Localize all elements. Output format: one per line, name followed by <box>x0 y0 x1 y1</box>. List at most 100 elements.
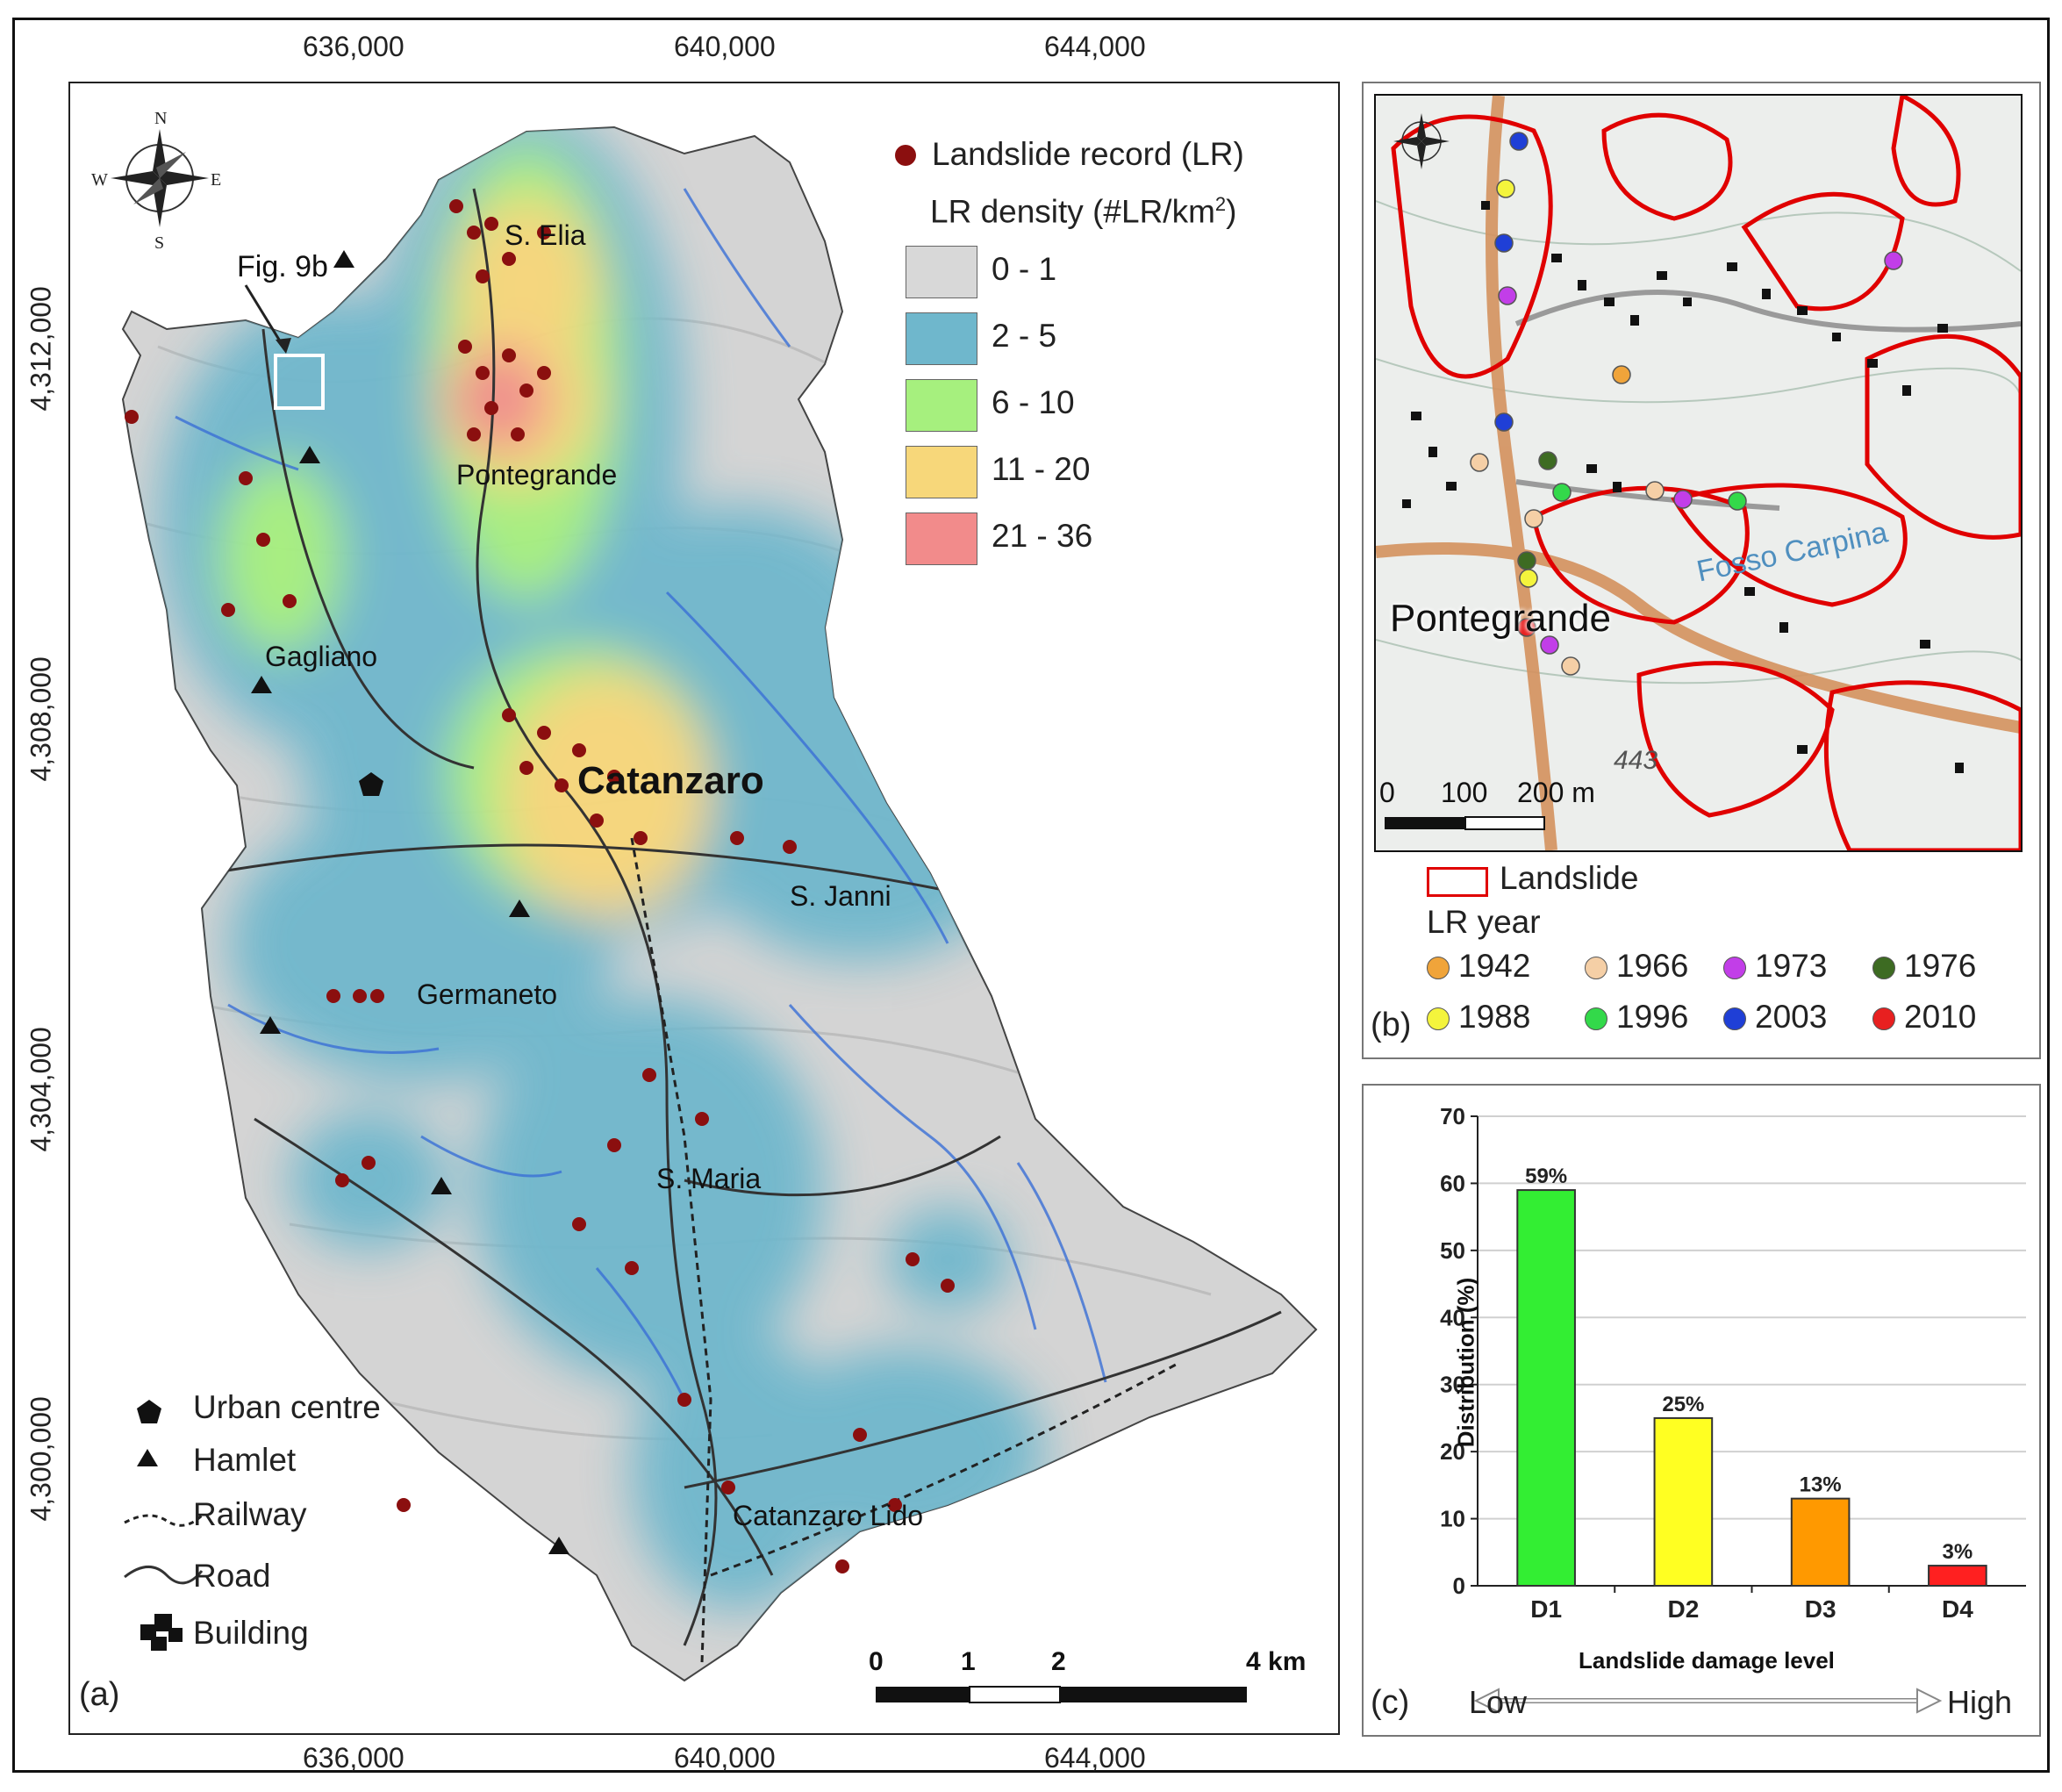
density-class-1: 2 - 5 <box>906 312 1257 367</box>
inset-compass-icon <box>1393 113 1450 169</box>
inset-scale-100: 100 <box>1441 777 1488 808</box>
data-label-D1: 59% <box>1525 1165 1567 1188</box>
density-label: 2 - 5 <box>992 318 1057 354</box>
lr-year-label: 1976 <box>1904 948 1977 984</box>
inset-place-pontegrande: Pontegrande <box>1390 597 1611 640</box>
hamlet-markers <box>251 250 569 1554</box>
callout-fig9b: Fig. 9b <box>237 250 328 283</box>
ytick-label-70: 70 <box>1440 1103 1465 1129</box>
svg-text:S: S <box>154 233 164 253</box>
landslide-polygons <box>1391 96 2021 850</box>
inset-scale-0: 0 <box>1379 777 1395 808</box>
panel-c-letter: (c) <box>1371 1684 1410 1721</box>
data-label-D4: 3% <box>1943 1540 1973 1564</box>
category-label-D1: D1 <box>1530 1595 1562 1623</box>
place-germaneto: Germaneto <box>417 978 558 1010</box>
y-tick-4304000: 4,304,000 <box>25 1027 57 1152</box>
ytick-label-60: 60 <box>1440 1170 1465 1196</box>
density-swatch <box>906 446 977 498</box>
lr-year-item-1973: 1973 <box>1723 948 1872 992</box>
y-tick-4308000: 4,308,000 <box>25 656 57 782</box>
lr-year-item-2010: 2010 <box>1872 999 2022 1043</box>
density-class-4: 21 - 36 <box>906 513 1257 567</box>
legend-railway-label: Railway <box>193 1496 307 1532</box>
ytick-label-40: 40 <box>1440 1304 1465 1330</box>
panel-b-inset-map: Pontegrande Fosso Carpina 443 0 100 200 … <box>1362 82 2041 1059</box>
inset-scale-bar <box>1385 816 1545 830</box>
panel-b-letter: (b) <box>1371 1007 1412 1043</box>
density-label: 6 - 10 <box>992 384 1075 420</box>
legend-record-label: Landslide record (LR) <box>932 136 1244 172</box>
density-class-2: 6 - 10 <box>906 379 1257 434</box>
chart-ylabel: Distribution (%) <box>1452 1277 1479 1448</box>
inset-map-canvas <box>1374 94 2023 852</box>
urban-centre-marker <box>359 772 383 796</box>
low-high-arrow <box>1473 1688 1943 1714</box>
lr-year-label: 1966 <box>1616 948 1689 984</box>
legend-landslide-label: Landslide <box>1500 860 1639 896</box>
density-label: 21 - 36 <box>992 518 1093 554</box>
roads <box>210 188 1282 1646</box>
bar-D2 <box>1653 1416 1714 1587</box>
legend-density-title: LR density (#LR/km2) <box>930 193 1237 230</box>
map-canvas: N S E W <box>91 109 1318 1703</box>
place-s-maria: S. Maria <box>656 1163 762 1194</box>
place-catanzaro-lido: Catanzaro Lido <box>733 1500 924 1531</box>
density-swatch <box>906 379 977 432</box>
ytick-label-10: 10 <box>1440 1506 1465 1532</box>
x-tick-bottom-644000: 644,000 <box>1044 1742 1146 1774</box>
place-s-janni: S. Janni <box>790 880 891 912</box>
scale-label-4km: 4 km <box>1246 1647 1307 1676</box>
density-class-3: 11 - 20 <box>906 446 1257 500</box>
inset-buildings <box>1402 201 1964 773</box>
landslide-density-map: N S E W S. Elia Pontegrande Gagliano Cat… <box>68 82 1340 1735</box>
ytick-label-0: 0 <box>1453 1573 1465 1599</box>
figure-frame <box>12 18 2050 1773</box>
lr-year-item-2003: 2003 <box>1723 999 1872 1043</box>
panel-c-damage-chart: 0 10 20 30 40 50 60 70 59% D1 25% D2 13% D3 3% D4 Dist… <box>1362 1084 2041 1737</box>
fig9b-arrowhead <box>276 338 291 354</box>
lr-year-item-1942: 1942 <box>1427 948 1576 992</box>
chart-xlabel: Landslide damage level <box>1579 1647 1835 1674</box>
chart-high-label: High <box>1947 1684 2013 1720</box>
place-s-elia: S. Elia <box>505 219 586 251</box>
lr-year-label: 1973 <box>1755 948 1828 984</box>
lr-year-legend: 1942 1966 1973 1976 1988 1996 2003 2010 <box>1372 948 2039 1044</box>
density-swatch <box>906 513 977 565</box>
lr-year-dot <box>1723 1007 1746 1030</box>
data-label-D3: 13% <box>1800 1473 1842 1497</box>
ytick-label-50: 50 <box>1440 1237 1465 1264</box>
scale-label-1: 1 <box>961 1647 976 1676</box>
legend-building-icon <box>140 1614 183 1651</box>
legend-record-dot <box>895 145 916 166</box>
x-tick-bottom-640000: 640,000 <box>674 1742 776 1774</box>
bar-D3 <box>1790 1497 1851 1587</box>
category-label-D2: D2 <box>1667 1595 1699 1623</box>
rivers <box>175 188 1107 1401</box>
bar-D1 <box>1516 1189 1576 1587</box>
panel-a-letter: (a) <box>79 1676 120 1713</box>
bar-D4 <box>1928 1565 1987 1587</box>
inset-main-roads <box>1376 96 2021 850</box>
legend-landslide-swatch <box>1427 867 1488 897</box>
lr-year-dot <box>1427 957 1450 979</box>
lr-year-label: 1988 <box>1458 999 1531 1035</box>
ytick-label-20: 20 <box>1440 1438 1465 1465</box>
lr-year-item-1976: 1976 <box>1872 948 2022 992</box>
y-tick-4300000: 4,300,000 <box>25 1396 57 1522</box>
lr-year-dot <box>1872 1007 1895 1030</box>
density-label: 0 - 1 <box>992 251 1057 287</box>
fig9b-box <box>274 354 325 410</box>
svg-text:E: E <box>211 170 221 190</box>
lr-year-dot <box>1585 1007 1607 1030</box>
legend-lr-year-title: LR year <box>1427 904 1541 940</box>
lr-year-label: 1996 <box>1616 999 1689 1035</box>
category-label-D4: D4 <box>1942 1595 1973 1623</box>
lr-year-label: 1942 <box>1458 948 1531 984</box>
place-pontegrande: Pontegrande <box>456 459 618 491</box>
lr-year-label: 2003 <box>1755 999 1828 1035</box>
lr-year-dot <box>1427 1007 1450 1030</box>
scale-bar-a <box>876 1686 1247 1703</box>
compass-rose-icon: N S E W <box>91 109 221 253</box>
inset-lr-points <box>1470 132 1903 676</box>
